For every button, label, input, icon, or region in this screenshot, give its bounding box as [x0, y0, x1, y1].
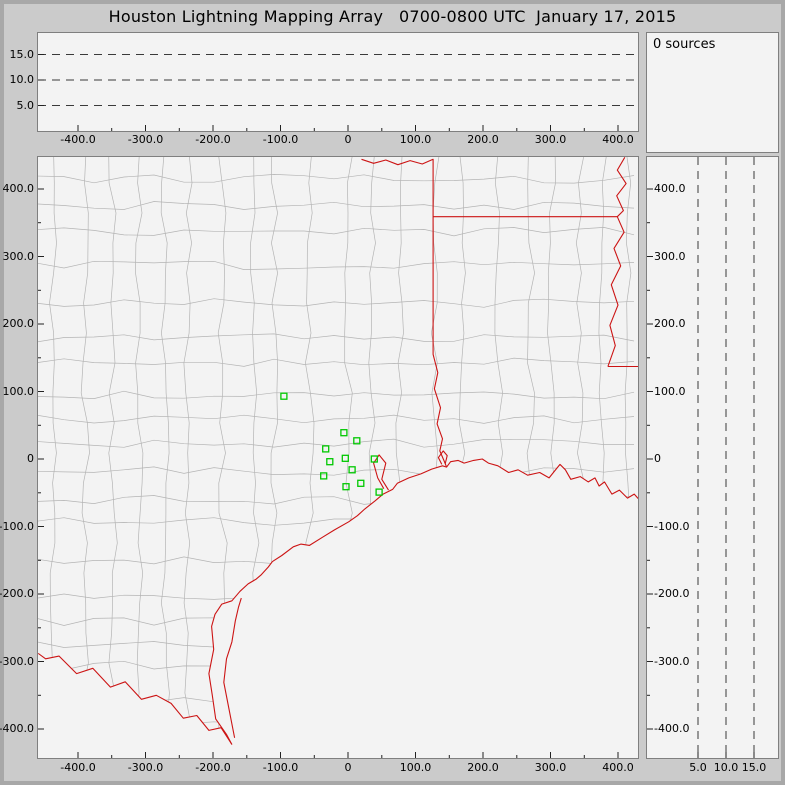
ns-axis-tick-label: 300.0 [654, 249, 686, 263]
lma-station-marker [342, 483, 350, 491]
altitude-tick-label: 15.0 [9, 47, 35, 61]
ew-axis-tick-label: 0 [344, 761, 352, 774]
ns-axis-tick-label: 0 [654, 452, 661, 465]
ew-axis-tick-label: 400.0 [602, 761, 634, 774]
border-mississippi_river [607, 157, 627, 367]
lma-station-marker [375, 488, 383, 496]
border-galveston_bay [373, 454, 389, 491]
page-title: Houston Lightning Mapping Array 0700-080… [108, 7, 677, 26]
border-padre_island [223, 597, 242, 738]
ew-axis-tick-label: -100.0 [262, 133, 299, 146]
ns-axis-tick-label: 400.0 [654, 182, 686, 195]
ns-axis-tick-label: -400.0 [0, 722, 34, 735]
ew-axis-tick-label: -300.0 [127, 761, 164, 774]
lma-station-marker [326, 458, 334, 466]
altitude-tick-label: 5.0 [689, 761, 707, 774]
border-sabine_lake [437, 450, 448, 465]
gulf-of-mexico [38, 459, 638, 758]
border-texas_east_border [361, 158, 448, 468]
ew-axis-tick-label: 200.0 [467, 133, 499, 146]
ns-axis-tick-label: 0 [27, 452, 34, 465]
lma-station-marker [322, 445, 330, 453]
ns-axis-tick-label: -200.0 [654, 587, 690, 600]
state-borders [38, 157, 638, 745]
lma-station-marker [320, 472, 328, 480]
lma-station-marker [357, 479, 365, 487]
ew-axis-tick-label: 300.0 [534, 133, 567, 146]
ew-axis-tick-label: 200.0 [467, 761, 499, 774]
ns-axis-tick-label: -300.0 [654, 654, 690, 668]
ew-axis-tick-label: -200.0 [195, 761, 231, 774]
lma-station-marker [353, 437, 361, 445]
plan-view-map [38, 157, 638, 758]
ns-axis-tick-label: 100.0 [2, 384, 35, 398]
altitude-tick-label: 10.0 [713, 761, 739, 774]
lma-station-marker [370, 455, 378, 463]
ns-axis-tick-label: -100.0 [0, 519, 34, 533]
plan-view-map-panel[interactable] [37, 156, 639, 759]
ns-axis-tick-label: 300.0 [2, 249, 35, 263]
ns-axis-tick-label: 200.0 [2, 317, 35, 330]
ns-axis-tick-label: -100.0 [654, 519, 690, 533]
lma-station-marker [280, 392, 288, 400]
altitude-vs-ns-panel[interactable] [646, 156, 779, 759]
ns-axis-tick-label: -300.0 [0, 654, 34, 668]
lma-station-marker [348, 466, 356, 474]
map-axis-ticks [38, 188, 619, 758]
ns-axis-tick-label: 100.0 [654, 384, 686, 398]
border-rio_grande [38, 652, 233, 745]
altitude-vs-ew-plot [38, 54, 638, 131]
ew-axis-tick-label: -400.0 [60, 133, 96, 146]
ns-axis-tick-label: -200.0 [0, 587, 34, 600]
ew-axis-tick-label: 100.0 [399, 761, 432, 774]
ew-axis-tick-label: 0 [344, 133, 352, 146]
altitude-vs-ew-panel[interactable] [37, 32, 639, 132]
source-count-panel: 0 sources [646, 32, 779, 153]
altitude-tick-label: 15.0 [741, 761, 767, 774]
lma-station-marker [340, 429, 348, 437]
altitude-vs-ns-plot [647, 157, 755, 758]
ew-axis-tick-label: 400.0 [602, 133, 634, 146]
ew-axis-tick-label: 100.0 [399, 133, 432, 146]
ew-axis-tick-label: 300.0 [534, 761, 567, 774]
ns-axis-tick-label: 200.0 [654, 317, 686, 330]
altitude-tick-label: 5.0 [16, 98, 35, 112]
ew-axis-tick-label: -300.0 [127, 133, 164, 146]
lma-station-marker [341, 454, 349, 462]
source-count-label: 0 sources [653, 37, 716, 52]
ns-axis-tick-label: -400.0 [654, 722, 690, 735]
border-coastline [208, 458, 638, 745]
altitude-tick-label: 10.0 [9, 73, 35, 86]
ew-axis-tick-label: -100.0 [262, 761, 299, 774]
ns-axis-tick-label: 400.0 [2, 182, 35, 195]
ew-axis-tick-label: -200.0 [195, 133, 231, 146]
ew-axis-tick-label: -400.0 [60, 761, 96, 774]
